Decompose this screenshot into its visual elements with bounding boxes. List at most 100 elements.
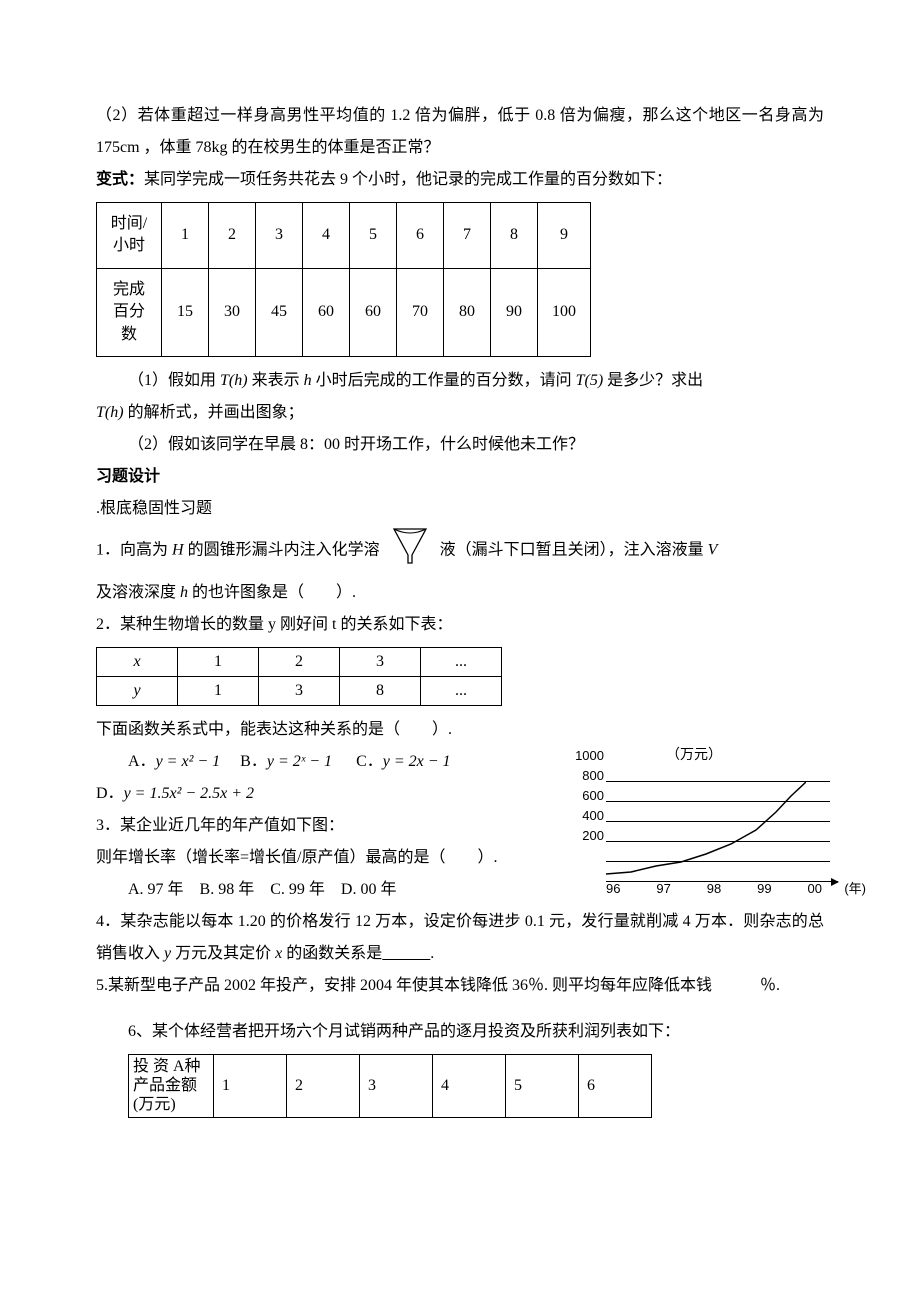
td: 70 (397, 268, 444, 356)
td: 100 (538, 268, 591, 356)
td: 2 (209, 203, 256, 269)
text: 的也许图象是（ ）. (188, 584, 356, 601)
ytick: 1000 (570, 743, 604, 769)
td: x (97, 647, 178, 676)
table-row: 完成 百分 数 15 30 45 60 60 70 80 90 100 (97, 268, 591, 356)
opt-A-label: A． (128, 753, 156, 770)
text: 小时后完成的工作量的百分数，请问 (312, 372, 576, 389)
td: 2 (287, 1054, 360, 1117)
td: 4 (433, 1054, 506, 1117)
td: 15 (162, 268, 209, 356)
blank (382, 945, 430, 962)
xtick: 99 (757, 876, 771, 902)
td: 80 (444, 268, 491, 356)
paragraph-sub1b: T(h) 的解析式，并画出图象； (96, 397, 824, 429)
text: 的圆锥形漏斗内注入化学溶 (184, 542, 380, 559)
table-row: y 1 3 8 ... (97, 676, 502, 705)
var-V: V (708, 542, 718, 559)
xtick: 98 (707, 876, 721, 902)
table-row: 投 资 A种产品金额(万元) 1 2 3 4 5 6 (129, 1054, 652, 1117)
td: 45 (256, 268, 303, 356)
td: 8 (340, 676, 421, 705)
td: 90 (491, 268, 538, 356)
paragraph-basic: .根底稳固性习题 (96, 493, 824, 525)
table-xy: x 1 2 3 ... y 1 3 8 ... (96, 647, 502, 706)
table-row: 时间/ 小时 1 2 3 4 5 6 7 8 9 (97, 203, 591, 269)
td: 3 (259, 676, 340, 705)
text: 液（漏斗下口暂且关闭），注入溶液量 (440, 542, 708, 559)
td: 3 (340, 647, 421, 676)
opt-B-label: B． (240, 753, 267, 770)
td: ... (421, 676, 502, 705)
expr-T5: T(5) (576, 372, 604, 389)
paragraph-sub1: （1）假如用 T(h) 来表示 h 小时后完成的工作量的百分数，请问 T(5) … (96, 365, 824, 397)
opt-C-label: C． (356, 753, 383, 770)
text: 1．向高为 (96, 542, 172, 559)
td: 1 (162, 203, 209, 269)
text: 万元及其定价 (171, 945, 275, 962)
variant-label: 变式： (96, 171, 144, 188)
td: 2 (259, 647, 340, 676)
td: 60 (303, 268, 350, 356)
td: 8 (491, 203, 538, 269)
paragraph-q2-sub2: （2）若体重超过一样身高男性平均值的 1.2 倍为偏胖，低于 0.8 倍为偏瘦，… (96, 100, 824, 164)
opt-D-eq: y = 1.5x² − 2.5x + 2 (124, 785, 255, 802)
expr-Th2: T(h) (96, 404, 124, 421)
paragraph-sub2: （2）假如该同学在早晨 8：00 时开场工作，什么时候他未工作？ (96, 429, 824, 461)
td: 7 (444, 203, 491, 269)
td: 30 (209, 268, 256, 356)
x-labels: 96 97 98 99 00 (606, 876, 822, 902)
text: 及溶液深度 (96, 584, 180, 601)
question-6: 6、某个体经营者把开场六个月试销两种产品的逐月投资及所获利润列表如下： (96, 1016, 824, 1048)
opt-B-eq: y = 2ˣ − 1 (267, 753, 332, 770)
th-time: 时间/ 小时 (97, 203, 162, 269)
funnel-icon (390, 525, 430, 577)
text: 来表示 (248, 372, 304, 389)
page: （2）若体重超过一样身高男性平均值的 1.2 倍为偏胖，低于 0.8 倍为偏瘦，… (0, 0, 920, 1300)
table-time-percent: 时间/ 小时 1 2 3 4 5 6 7 8 9 完成 百分 数 15 30 4… (96, 202, 591, 357)
question-2: 2．某种生物增长的数量 y 刚好间 t 的关系如下表： (96, 609, 824, 641)
td: 6 (397, 203, 444, 269)
chart-output: （万元） 200 400 600 800 1000 96 97 98 99 00 (564, 740, 824, 900)
td: 4 (303, 203, 350, 269)
td: 1 (178, 647, 259, 676)
td: 5 (506, 1054, 579, 1117)
heading-exercises: 习题设计 (96, 461, 824, 493)
td: 3 (256, 203, 303, 269)
text: （1）假如用 (128, 372, 220, 389)
td: 1 (178, 676, 259, 705)
table-row: x 1 2 3 ... (97, 647, 502, 676)
question-5: 5.某新型电子产品 2002 年投产，安排 2004 年使其本钱降低 36％. … (96, 970, 824, 1002)
question-1: 1．向高为 H 的圆锥形漏斗内注入化学溶 液（漏斗下口暂且关闭），注入溶液量 V (96, 525, 824, 577)
td: 3 (360, 1054, 433, 1117)
td: 9 (538, 203, 591, 269)
td: 1 (214, 1054, 287, 1117)
text: 是多少？求出 (603, 372, 703, 389)
chart-line (606, 782, 806, 882)
expr-Th: T(h) (220, 372, 248, 389)
x-unit: (年) (844, 876, 866, 902)
opt-C-eq: y = 2x − 1 (383, 753, 451, 770)
xtick: 97 (656, 876, 670, 902)
table-invest: 投 资 A种产品金额(万元) 1 2 3 4 5 6 (128, 1054, 652, 1118)
td: y (97, 676, 178, 705)
text: . (430, 945, 434, 962)
chart-area: 200 400 600 800 1000 96 97 98 99 00 (年) (582, 770, 822, 900)
td: ... (421, 647, 502, 676)
opt-A-eq: y = x² − 1 (156, 753, 221, 770)
td: 5 (350, 203, 397, 269)
var-H: H (172, 542, 184, 559)
td: 60 (350, 268, 397, 356)
th-percent: 完成 百分 数 (97, 268, 162, 356)
td: 6 (579, 1054, 652, 1117)
expr-h: h (304, 372, 312, 389)
question-1b: 及溶液深度 h 的也许图象是（ ）. (96, 577, 824, 609)
th-invest: 投 资 A种产品金额(万元) (129, 1054, 214, 1117)
xtick: 00 (808, 876, 822, 902)
xtick: 96 (606, 876, 620, 902)
variant-text: 某同学完成一项任务共花去 9 个小时，他记录的完成工作量的百分数如下： (144, 171, 672, 188)
text: 的解析式，并画出图象； (124, 404, 304, 421)
text: 的函数关系是 (282, 945, 382, 962)
var-hh: h (180, 584, 188, 601)
question-4: 4．某杂志能以每本 1.20 的价格发行 12 万本，设定价每进步 0.1 元，… (96, 906, 824, 970)
